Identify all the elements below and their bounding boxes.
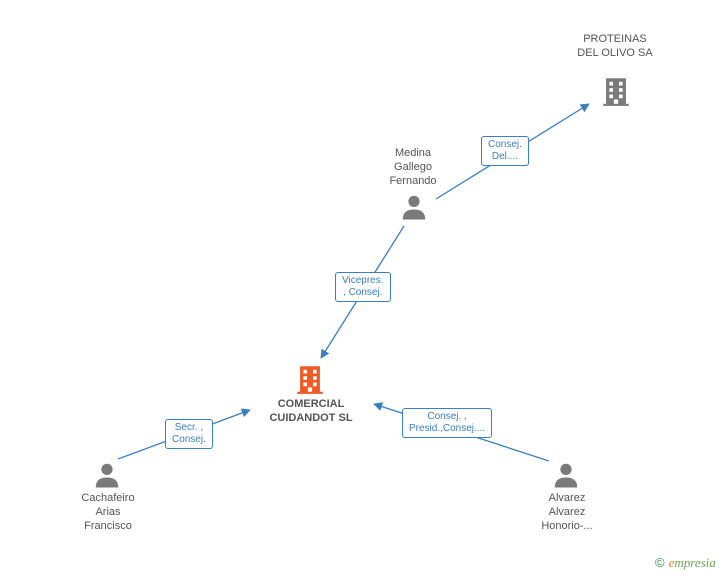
edge-label-medina-comercial: Vicepres. , Consej. [335, 272, 391, 302]
node-label-proteinas[interactable]: PROTEINAS DEL OLIVO SA [555, 33, 675, 61]
building-icon[interactable] [293, 362, 327, 401]
node-label-cachafeiro[interactable]: Cachafeiro Arias Francisco [63, 492, 153, 533]
copyright-icon: © [655, 555, 665, 570]
edge-label-alvarez-comercial: Consej. , Presid.,Consej.... [402, 408, 492, 438]
node-label-medina[interactable]: Medina Gallego Fernando [373, 147, 453, 188]
edge-label-medina-proteinas: Consej. Del.... [481, 136, 529, 166]
node-label-alvarez[interactable]: Alvarez Alvarez Honorio-... [522, 492, 612, 533]
watermark: ©empresia [655, 555, 716, 571]
person-icon[interactable] [92, 460, 122, 495]
person-icon[interactable] [399, 192, 429, 227]
node-label-comercial[interactable]: COMERCIAL CUIDANDOT SL [251, 398, 371, 426]
building-icon[interactable] [599, 74, 633, 113]
edge-label-cachafeiro-comercial: Secr. , Consej. [165, 419, 213, 449]
person-icon[interactable] [551, 460, 581, 495]
